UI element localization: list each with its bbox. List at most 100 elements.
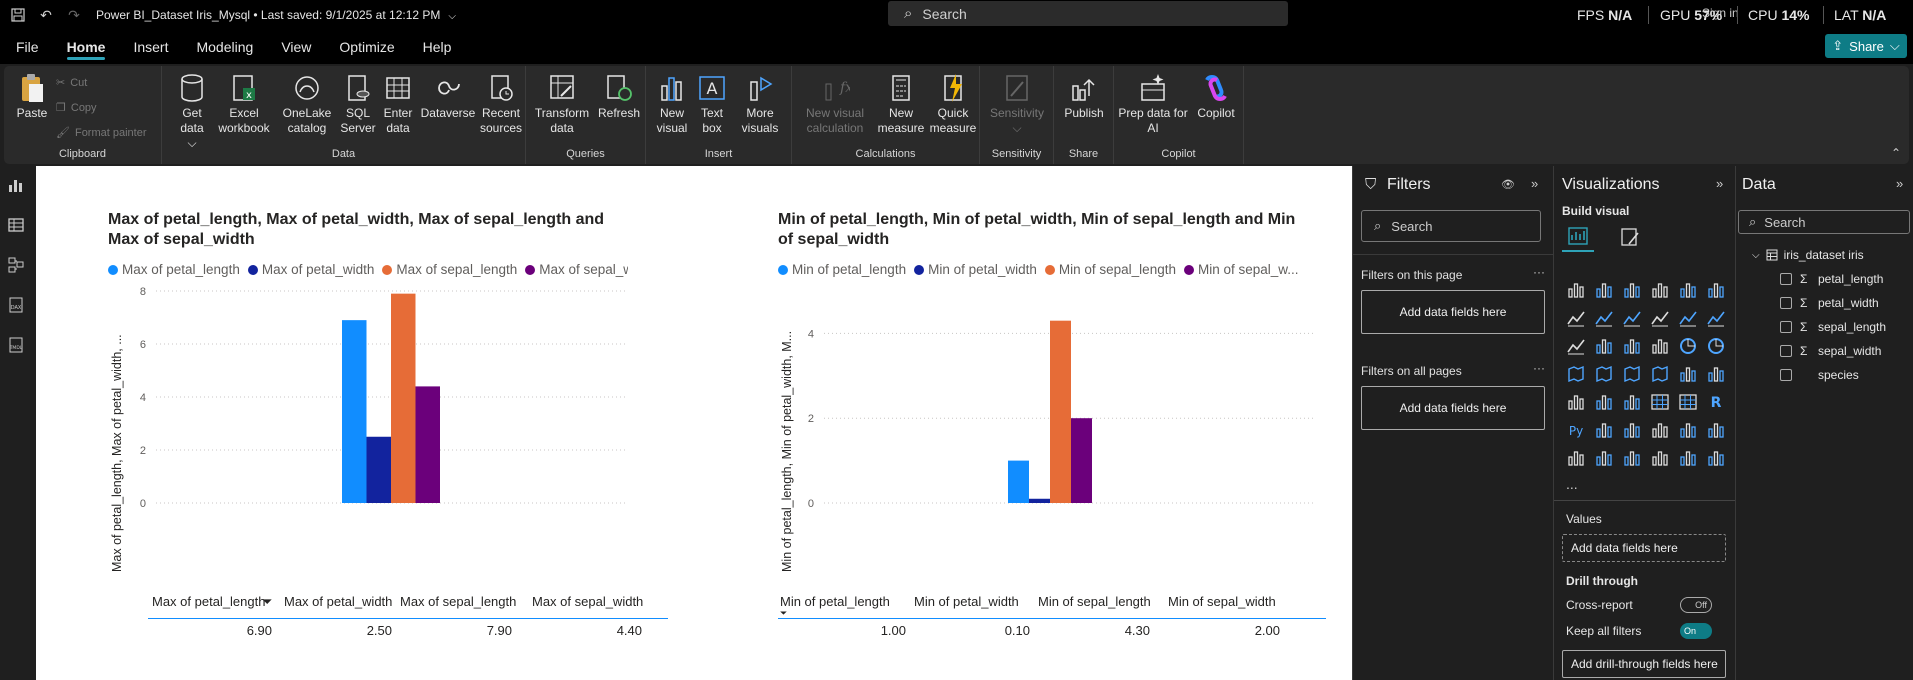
table-view-icon[interactable] xyxy=(7,216,25,234)
legend-item[interactable]: Max of sepal_width xyxy=(525,262,628,277)
dataverse-button[interactable]: Dataverse xyxy=(418,72,478,121)
waterfall-icon[interactable] xyxy=(1590,332,1618,360)
cut-button[interactable]: ✂ Cut xyxy=(56,76,88,90)
key-influencers-icon[interactable] xyxy=(1590,416,1618,444)
save-icon[interactable] xyxy=(4,1,32,29)
report-canvas[interactable]: Max of petal_length, Max of petal_width,… xyxy=(36,166,1352,680)
new-visual-calculation-button[interactable]: fx New visual calculation xyxy=(796,72,874,136)
cross-report-toggle[interactable]: Off xyxy=(1680,597,1712,613)
build-visual-tab[interactable] xyxy=(1562,222,1594,252)
recent-sources-button[interactable]: Recent sources xyxy=(478,72,524,136)
stacked-column-icon[interactable] xyxy=(1590,276,1618,304)
legend-item[interactable]: Min of petal_width xyxy=(914,262,1037,277)
menu-help[interactable]: Help xyxy=(422,39,452,55)
values-drop-zone[interactable]: Add data fields here xyxy=(1562,534,1726,562)
menu-home[interactable]: Home xyxy=(53,30,120,64)
field-checkbox[interactable] xyxy=(1780,369,1792,381)
bar[interactable] xyxy=(1008,460,1029,503)
sql-server-button[interactable]: SQL Server xyxy=(338,72,378,136)
funnel-icon[interactable] xyxy=(1618,332,1646,360)
power-apps-icon[interactable] xyxy=(1590,444,1618,472)
sort-icon[interactable]: ⏷ xyxy=(780,608,788,618)
prep-data-for-ai-button[interactable]: Prep data for AI xyxy=(1118,72,1188,136)
onelake-catalog-button[interactable]: OneLake catalog xyxy=(276,72,338,136)
bar[interactable] xyxy=(342,320,367,503)
narrative-icon[interactable] xyxy=(1674,416,1702,444)
get-data-button[interactable]: Get data ⌵ xyxy=(172,72,212,151)
dax-query-view-icon[interactable]: DAX xyxy=(7,296,25,314)
copilot-button[interactable]: Copilot xyxy=(1190,72,1242,121)
field-row[interactable]: species xyxy=(1780,368,1859,382)
legend-item[interactable]: Max of petal_length xyxy=(108,262,240,277)
sign-in-link[interactable]: Sign in xyxy=(1702,6,1739,20)
sensitivity-button[interactable]: Sensitivity ⌵ xyxy=(984,72,1050,136)
collapse-pane-icon[interactable]: » xyxy=(1896,176,1904,191)
format-visual-tab[interactable] xyxy=(1614,222,1646,252)
copy-button[interactable]: ❐ Copy xyxy=(56,101,97,115)
bar[interactable] xyxy=(1071,418,1092,503)
more-options-icon[interactable]: ··· xyxy=(1533,265,1545,279)
clustered-bar-icon[interactable] xyxy=(1618,276,1646,304)
menu-insert[interactable]: Insert xyxy=(133,39,169,55)
multi-row-card-icon[interactable] xyxy=(1562,388,1590,416)
quick-measure-button[interactable]: Quick measure xyxy=(928,72,978,136)
bar[interactable] xyxy=(1050,320,1071,503)
refresh-button[interactable]: Refresh xyxy=(596,72,642,121)
legend-item[interactable]: Min of sepal_length xyxy=(1044,262,1176,277)
bar[interactable] xyxy=(1029,498,1050,503)
goals-icon[interactable] xyxy=(1702,416,1730,444)
model-view-icon[interactable] xyxy=(7,256,25,274)
field-checkbox[interactable] xyxy=(1780,297,1792,309)
collapse-ribbon-icon[interactable]: ⌃ xyxy=(1890,146,1901,160)
legend-item[interactable]: Min of sepal_w... xyxy=(1183,262,1298,277)
publish-button[interactable]: Publish xyxy=(1060,72,1108,121)
collapse-pane-icon[interactable]: » xyxy=(1531,176,1539,191)
chart1-plot[interactable]: 0 2 4 6 8 xyxy=(96,281,656,511)
100-stacked-column-icon[interactable] xyxy=(1702,276,1730,304)
eye-icon[interactable]: 👁 xyxy=(1501,179,1515,191)
gauge-icon[interactable] xyxy=(1674,360,1702,388)
excel-workbook-button[interactable]: x Excel workbook xyxy=(214,72,274,136)
powerapps-visual-icon[interactable] xyxy=(1674,444,1702,472)
sort-icon[interactable]: ⏷ xyxy=(262,594,273,609)
bar[interactable] xyxy=(391,293,416,503)
100-stacked-bar-icon[interactable] xyxy=(1674,276,1702,304)
table-visual-icon[interactable] xyxy=(1646,388,1674,416)
paginated-report-icon[interactable] xyxy=(1562,444,1590,472)
map-icon[interactable] xyxy=(1590,360,1618,388)
report-view-icon[interactable] xyxy=(7,176,25,194)
line-clustered-column-icon[interactable] xyxy=(1674,304,1702,332)
menu-optimize[interactable]: Optimize xyxy=(339,39,395,55)
pie-chart-icon[interactable] xyxy=(1674,332,1702,360)
text-box-button[interactable]: A Text box xyxy=(694,72,730,136)
r-script-icon[interactable]: R xyxy=(1702,388,1730,416)
matrix-icon[interactable] xyxy=(1674,388,1702,416)
field-checkbox[interactable] xyxy=(1780,345,1792,357)
card-icon[interactable] xyxy=(1702,360,1730,388)
donut-chart-icon[interactable] xyxy=(1702,332,1730,360)
more-visuals-ellipsis[interactable]: ... xyxy=(1566,476,1578,492)
100-stacked-area-icon[interactable] xyxy=(1646,304,1674,332)
share-button[interactable]: ⇪ Share ⌵ xyxy=(1825,34,1907,58)
paste-button[interactable]: Paste xyxy=(12,72,52,121)
treemap-icon[interactable] xyxy=(1562,360,1590,388)
tmdl-view-icon[interactable]: TMDL xyxy=(7,336,25,354)
decomposition-tree-icon[interactable] xyxy=(1618,416,1646,444)
azure-map-icon[interactable] xyxy=(1646,360,1674,388)
kpi-icon[interactable] xyxy=(1590,388,1618,416)
data-search-input[interactable]: ⌕ Search xyxy=(1738,210,1910,234)
new-measure-button[interactable]: New measure xyxy=(876,72,926,136)
more-visuals-button[interactable]: More visuals xyxy=(732,72,788,136)
filters-search-input[interactable]: ⌕ Search xyxy=(1361,210,1541,242)
legend-item[interactable]: Max of sepal_length xyxy=(382,262,517,277)
format-painter-button[interactable]: 🖌 Format painter xyxy=(56,126,147,140)
menu-modeling[interactable]: Modeling xyxy=(196,39,254,55)
filters-on-page-drop-zone[interactable]: Add data fields here xyxy=(1361,290,1545,334)
bar[interactable] xyxy=(415,386,441,503)
document-title[interactable]: Power BI_Dataset Iris_Mysql • Last saved… xyxy=(96,8,456,22)
menu-view[interactable]: View xyxy=(281,39,312,55)
